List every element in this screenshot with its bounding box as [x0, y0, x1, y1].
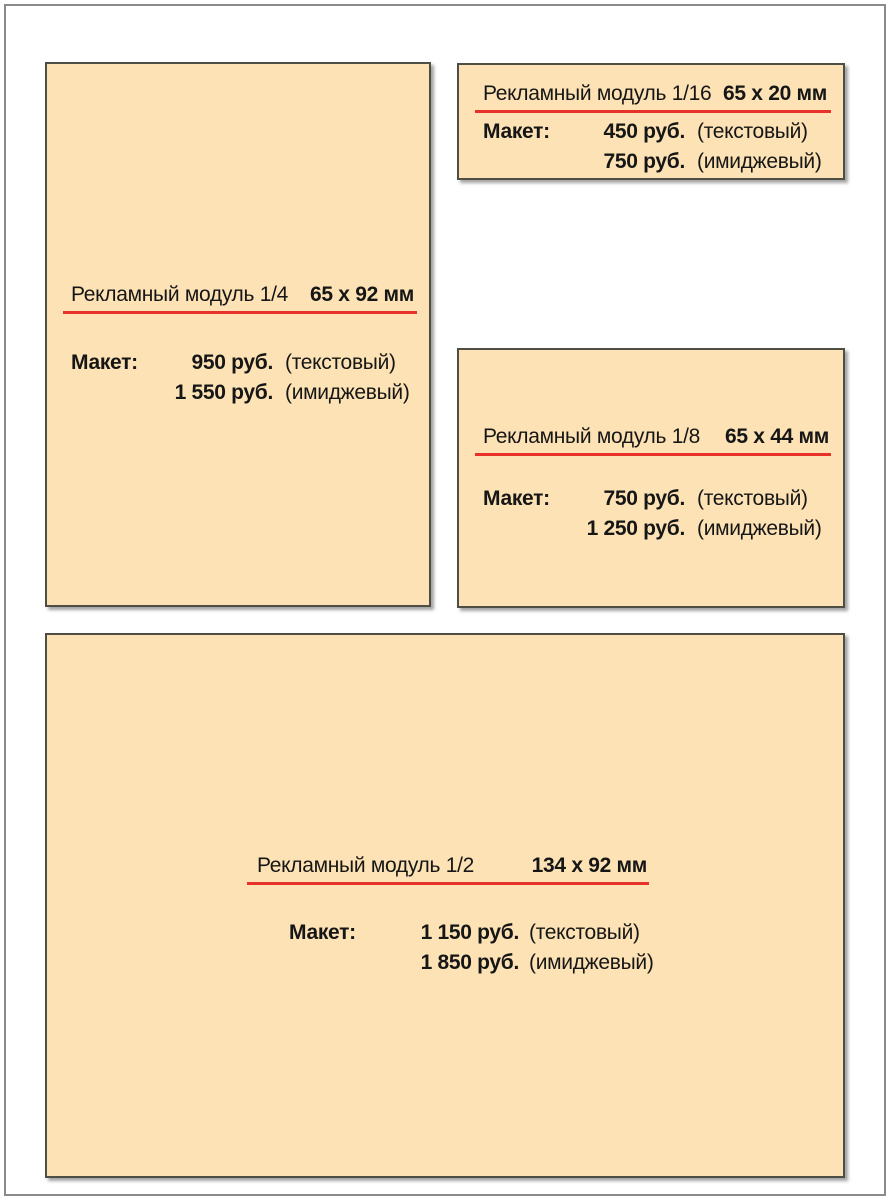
price-amount: 450 руб.	[603, 120, 685, 143]
price-kind: (имиджевый)	[697, 150, 822, 173]
module-title: Рекламный модуль 1/8	[483, 425, 700, 448]
price-kind: (текстовый)	[697, 487, 808, 510]
module-title-row: Рекламный модуль 1/8 65 x 44 мм	[475, 424, 831, 456]
module-size: 65 x 20 мм	[723, 82, 827, 105]
price-kind: (текстовый)	[285, 351, 396, 374]
price-kind: (имиджевый)	[697, 517, 822, 540]
module-size: 65 x 44 мм	[725, 425, 829, 448]
module-title: Рекламный модуль 1/16	[483, 82, 712, 105]
price-amount: 1 150 руб.	[420, 921, 520, 944]
price-label: Макет:	[483, 120, 550, 143]
module-title: Рекламный модуль 1/2	[257, 854, 474, 877]
price-kind: (текстовый)	[697, 120, 808, 143]
module-size: 134 x 92 мм	[531, 854, 648, 877]
price-label: Макет:	[483, 487, 550, 510]
ad-module-card-1-4: Рекламный модуль 1/4 65 x 92 мм Макет: 9…	[45, 62, 431, 607]
module-title-row: Рекламный модуль 1/4 65 x 92 мм	[63, 282, 417, 314]
ad-module-card-1-8: Рекламный модуль 1/8 65 x 44 мм Макет: 7…	[457, 348, 845, 608]
module-size: 65 x 92 мм	[310, 283, 414, 306]
price-block: Макет: 1 150 руб. (текстовый) 1 850 руб.…	[247, 918, 654, 978]
price-block: Макет: 950 руб. (текстовый) 1 550 руб. (…	[63, 348, 410, 408]
module-title-row: Рекламный модуль 1/2 134 x 92 мм	[247, 853, 649, 885]
price-label: Макет:	[289, 921, 356, 944]
ad-module-card-1-16: Рекламный модуль 1/16 65 x 20 мм Макет: …	[457, 63, 845, 180]
price-amount: 950 руб.	[191, 351, 273, 374]
module-title-row: Рекламный модуль 1/16 65 x 20 мм	[475, 81, 831, 113]
module-title: Рекламный модуль 1/4	[71, 283, 288, 306]
price-kind: (текстовый)	[529, 921, 640, 944]
price-amount: 1 550 руб.	[174, 381, 274, 404]
price-amount: 750 руб.	[603, 150, 685, 173]
price-amount: 1 850 руб.	[420, 951, 520, 974]
price-amount: 750 руб.	[603, 487, 685, 510]
price-kind: (имиджевый)	[285, 381, 410, 404]
price-amount: 1 250 руб.	[586, 517, 686, 540]
ad-module-card-1-2: Рекламный модуль 1/2 134 x 92 мм Макет: …	[45, 633, 845, 1178]
price-kind: (имиджевый)	[529, 951, 654, 974]
price-label: Макет:	[71, 351, 138, 374]
price-block: Макет: 750 руб. (текстовый) 1 250 руб. (…	[475, 484, 822, 544]
price-block: Макет: 450 руб. (текстовый) 750 руб. (им…	[475, 117, 822, 177]
